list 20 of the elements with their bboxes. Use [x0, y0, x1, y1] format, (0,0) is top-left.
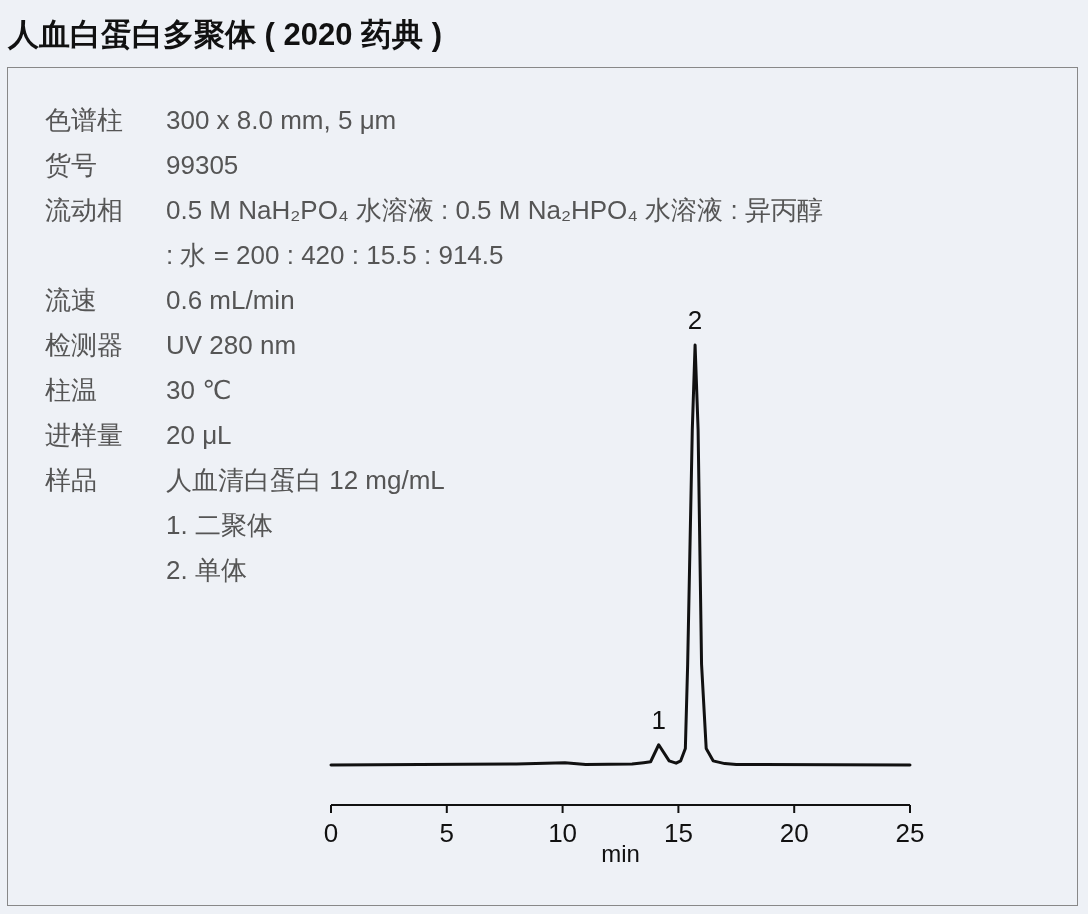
chart-title: 人血白蛋白多聚体 ( 2020 药典 )	[8, 16, 443, 54]
annotation: 2	[687, 305, 703, 335]
x-tick-label: 5	[439, 818, 455, 848]
text: 检测器 UV 280 nm	[45, 330, 297, 360]
x-tick-label: 0	[323, 818, 339, 848]
annotation: 1	[651, 704, 666, 735]
text: 1. 二聚体	[166, 509, 274, 542]
text: 流速 0.6 mL/min	[45, 285, 295, 315]
text: 柱温 30 ℃	[45, 375, 232, 405]
text: 进样量 20 μL	[45, 420, 232, 450]
x-tick-label: 10	[548, 818, 578, 848]
x-axis-title: min	[601, 840, 640, 867]
text: 样品 人血清白蛋白 12 mg/mL	[45, 465, 445, 495]
text: 流动相 0.5 M NaH₂PO₄ 水溶液 : 0.5 M Na₂HPO₄ 水溶液 : 异丙醇 : 水 = 200 : 420 : 15.5 : 914.5	[45, 195, 823, 270]
x-tick-label: 25	[895, 818, 925, 848]
x-tick-label: 20	[779, 818, 809, 848]
text: 2. 单体	[166, 554, 248, 587]
text: 货号 99305	[45, 150, 239, 180]
text: 色谱柱 300 x 8.0 mm, 5 μm	[45, 105, 397, 135]
x-tick-label: 15	[663, 818, 693, 848]
